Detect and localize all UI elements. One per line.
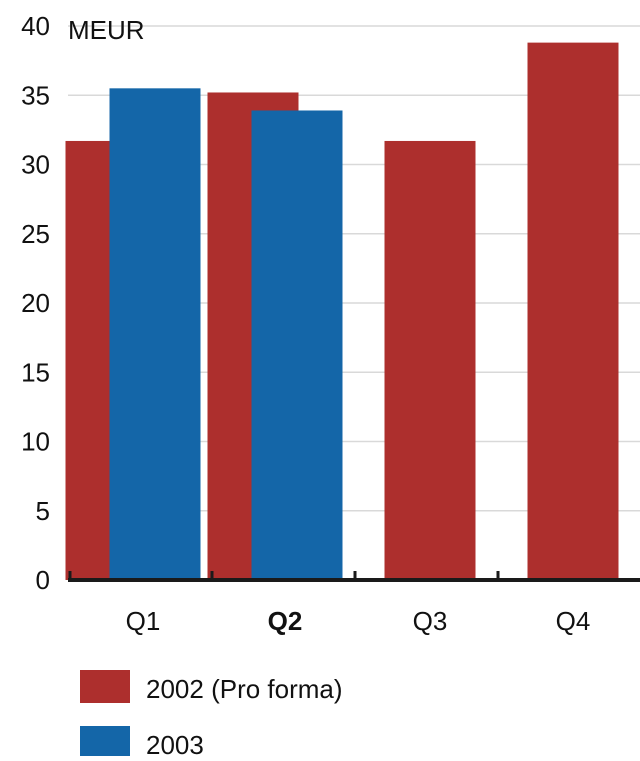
x-axis-labels: Q1 Q2 Q3 Q4: [126, 606, 591, 636]
legend-label-2002: 2002 (Pro forma): [146, 674, 343, 704]
y-tick-label-0: 0: [36, 565, 50, 595]
legend-swatch-2003: [80, 726, 130, 759]
y-axis-unit-label: MEUR: [68, 15, 145, 45]
legend-label-2003: 2003: [146, 730, 204, 756]
x-tick-label-q3: Q3: [413, 606, 448, 636]
y-tick-label-10: 10: [21, 427, 50, 457]
y-axis-ticks: 0 5 10 15 20 25 30 35 40: [21, 11, 50, 595]
y-tick-label-40: 40: [21, 11, 50, 41]
y-tick-label-35: 35: [21, 80, 50, 110]
y-tick-label-30: 30: [21, 150, 50, 180]
legend-swatch-2002: [80, 670, 130, 703]
y-tick-label-15: 15: [21, 357, 50, 387]
y-tick-label-20: 20: [21, 288, 50, 318]
bar-q4-series-1: [527, 42, 619, 581]
x-tick-label-q1: Q1: [126, 606, 161, 636]
x-tick-label-q4: Q4: [556, 606, 591, 636]
y-tick-label-25: 25: [21, 219, 50, 249]
bar-q1-series-2: [109, 88, 201, 580]
bars: [65, 42, 619, 581]
y-tick-label-5: 5: [36, 496, 50, 526]
legend: 2002 (Pro forma) 2003: [80, 670, 343, 760]
x-axis: [68, 571, 640, 582]
bar-q3-series-1: [384, 140, 476, 580]
x-tick-label-q2: Q2: [268, 606, 303, 636]
bar-q2-series-2: [251, 110, 343, 581]
